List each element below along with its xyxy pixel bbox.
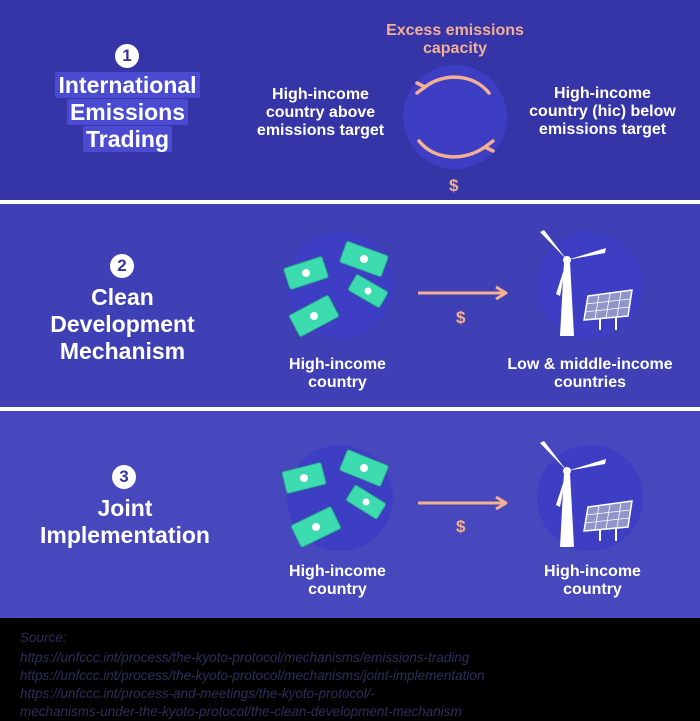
arrow-right-icon <box>418 495 508 511</box>
energy-circle <box>537 232 643 338</box>
wind-turbine-icon <box>540 441 606 547</box>
source-link[interactable]: https://unfccc.int/process/the-kyoto-pro… <box>20 650 470 665</box>
country-above-target-label: High-income country above emissions targ… <box>256 86 385 139</box>
solar-panel-icon <box>583 289 633 330</box>
money-bills-icon <box>283 241 389 337</box>
high-income-country-label: High-income country <box>544 563 641 598</box>
section-number: 3 <box>112 465 136 489</box>
section-title: Clean Development Mechanism <box>20 284 225 365</box>
title-line: Clean <box>91 284 154 310</box>
wind-turbine-icon <box>540 230 606 336</box>
dollar-label: $ <box>449 176 459 195</box>
source-footer: Source: https://unfccc.int/process/the-k… <box>0 618 700 721</box>
source-heading: Source: <box>20 630 67 645</box>
country-below-target-label: High-income country (hic) below emission… <box>529 85 676 138</box>
title-line: Trading <box>82 126 173 152</box>
section-title: Joint Implementation <box>15 495 235 549</box>
solar-panel-icon <box>583 500 633 541</box>
section-number: 1 <box>115 44 139 68</box>
title-line: Emissions <box>66 99 189 125</box>
section-divider <box>0 200 700 204</box>
title-line: Mechanism <box>59 338 186 364</box>
dollar-label: $ <box>456 517 466 536</box>
title-line: Development <box>50 311 195 337</box>
arrow-right-icon <box>418 285 508 301</box>
section-divider <box>0 407 700 411</box>
low-middle-income-label: Low & middle-income countries <box>507 356 673 391</box>
exchange-circle <box>403 65 507 169</box>
section-number: 2 <box>110 254 134 278</box>
title-line: Joint <box>97 495 153 521</box>
source-link[interactable]: mechanisms-under-the-kyoto-protocol/the-… <box>20 704 462 719</box>
high-income-country-label: High-income country <box>289 356 386 391</box>
title-line: International <box>55 72 200 98</box>
high-income-country-label: High-income country <box>289 563 386 598</box>
source-link[interactable]: https://unfccc.int/process/the-kyoto-pro… <box>20 668 485 683</box>
excess-emissions-label: Excess emissions capacity <box>386 22 524 57</box>
money-bills-icon <box>281 449 389 548</box>
energy-circle <box>537 445 643 551</box>
section-clean-development-mechanism: 2 Clean Development Mechanism <box>0 204 700 407</box>
section-international-emissions-trading: 1 International Emissions Trading Excess… <box>0 0 700 200</box>
section-joint-implementation: 3 Joint Implementation $ <box>0 411 700 618</box>
source-link[interactable]: https://unfccc.int/process-and-meetings/… <box>20 686 375 701</box>
title-line: Implementation <box>40 522 210 548</box>
section-title: International Emissions Trading <box>20 72 235 153</box>
dollar-label: $ <box>456 308 466 327</box>
exchange-arrows-icon <box>415 75 495 159</box>
